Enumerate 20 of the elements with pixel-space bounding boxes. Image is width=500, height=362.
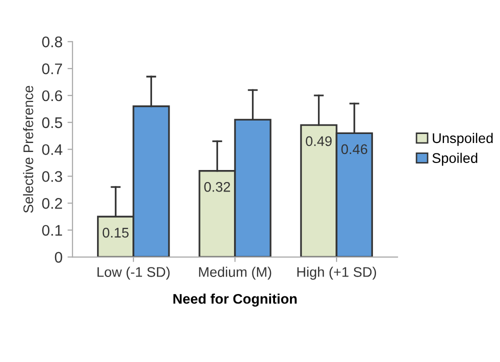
- y-tick-label: 0.3: [42, 171, 62, 182]
- y-tick-label: 0: [54, 252, 62, 263]
- x-tick-label: Low (-1 SD): [98, 266, 170, 280]
- x-tick-label: Medium (M): [199, 266, 272, 280]
- y-tick-label: 0.4: [42, 144, 62, 156]
- x-axis-title: Need for Cognition: [173, 294, 297, 307]
- data-label: 0.32: [204, 182, 230, 192]
- y-axis-title: Selective Preference: [23, 86, 34, 213]
- data-label: 0.49: [306, 136, 332, 146]
- y-tick-label: 0.5: [42, 117, 62, 128]
- legend-label: Unspoiled: [432, 132, 493, 146]
- y-tick-label: 0.6: [42, 90, 62, 102]
- data-label: 0.46: [341, 144, 368, 154]
- x-tick-label: High (+1 SD): [297, 266, 376, 280]
- y-tick-label: 0.2: [42, 198, 62, 209]
- y-tick-label: 0.7: [42, 63, 62, 74]
- y-tick-label: 0.1: [42, 224, 62, 236]
- legend-label: Spoiled: [432, 152, 478, 166]
- data-label: 0.15: [102, 228, 129, 238]
- y-tick-label: 0.8: [42, 36, 62, 48]
